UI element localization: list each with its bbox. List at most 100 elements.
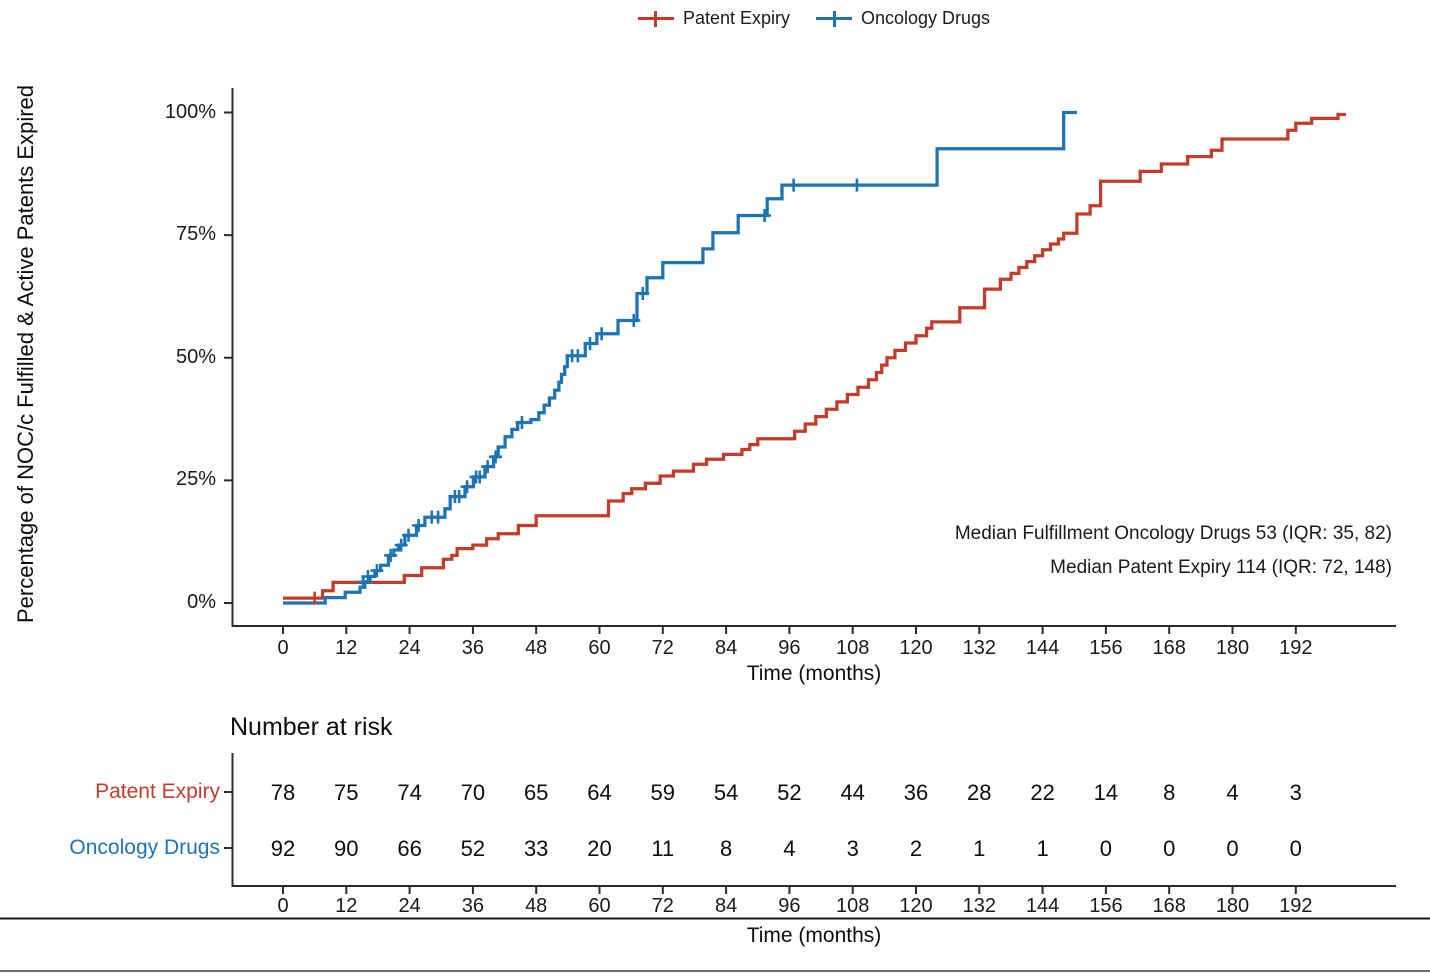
risk-x-axis-title: Time (months): [746, 924, 882, 947]
risk-x-tick-label: 156: [1089, 895, 1123, 917]
risk-table-title: Number at risk: [230, 713, 393, 741]
risk-x-tick-label: 168: [1152, 895, 1186, 917]
risk-value: 0: [1226, 836, 1239, 861]
censor-mark-icon: [850, 178, 864, 192]
risk-row-label-oncology-drugs: Oncology Drugs: [69, 836, 220, 859]
risk-value: 4: [783, 836, 796, 861]
risk-value: 52: [460, 836, 486, 861]
risk-value: 1: [1036, 836, 1049, 861]
risk-value: 1: [973, 836, 986, 861]
plus-cross-icon: [637, 10, 674, 27]
plus-cross-icon: [816, 10, 852, 27]
censor-mark-icon: [583, 337, 597, 351]
risk-value: 4: [1226, 780, 1239, 805]
censor-mark-icon: [787, 178, 801, 192]
x-tick-label: 180: [1215, 637, 1250, 659]
risk-value: 8: [1163, 780, 1176, 805]
legend: Patent Expiry Oncology Drugs: [232, 8, 1396, 29]
risk-value: 14: [1093, 780, 1119, 805]
x-tick-label: 192: [1279, 637, 1313, 659]
censor-mark-icon: [308, 591, 322, 605]
risk-x-tick-label: 48: [525, 895, 548, 917]
risk-x-tick-label: 96: [778, 895, 801, 917]
censor-mark-icon: [361, 570, 375, 584]
risk-value: 33: [523, 836, 549, 861]
censor-mark-icon: [384, 548, 398, 562]
risk-x-tick-label: 0: [277, 895, 289, 917]
survival-curve-oncology-drugs: [283, 110, 1077, 605]
risk-value: 59: [650, 780, 676, 805]
risk-value: 52: [777, 780, 802, 805]
risk-value: 2: [909, 836, 923, 861]
x-axis-title: Time (months): [746, 662, 882, 685]
censor-mark-icon: [370, 564, 384, 578]
y-tick-label: 100%: [164, 100, 216, 123]
censor-mark-icon: [515, 415, 529, 429]
y-axis-title: Percentage of NOC/c Fulfilled & Active P…: [13, 84, 38, 624]
censor-mark-icon: [412, 519, 426, 533]
x-tick-label: 60: [588, 637, 611, 659]
y-tick-label: 0%: [187, 591, 216, 613]
x-tick-label: 96: [778, 637, 801, 659]
legend-item-oncology-drugs: Oncology Drugs: [816, 8, 990, 29]
risk-row-label-patent-expiry: Patent Expiry: [95, 780, 220, 803]
risk-value: 92: [270, 836, 296, 861]
x-tick-label: 48: [525, 637, 548, 659]
risk-value: 44: [840, 780, 865, 805]
risk-value: 75: [334, 780, 359, 805]
censor-mark-icon: [627, 313, 641, 327]
risk-x-tick-label: 132: [962, 895, 996, 917]
annotation-median-oncology: Median Fulfillment Oncology Drugs 53 (IQ…: [954, 523, 1392, 544]
censor-mark-icon: [636, 286, 650, 300]
censor-mark-icon: [431, 510, 445, 524]
survival-curve-patent-expiry: [283, 112, 1346, 600]
risk-x-tick-label: 120: [899, 895, 933, 917]
risk-value: 0: [1099, 836, 1113, 861]
x-tick-label: 24: [398, 637, 421, 659]
risk-value: 65: [523, 780, 549, 805]
x-tick-label: 168: [1152, 637, 1186, 659]
risk-value: 70: [460, 780, 486, 805]
risk-value: 8: [719, 836, 733, 861]
risk-x-tick-label: 36: [461, 895, 485, 917]
risk-value: 0: [1289, 836, 1302, 861]
risk-x-tick-label: 24: [398, 895, 421, 917]
risk-value: 22: [1030, 780, 1055, 805]
risk-value: 66: [397, 836, 422, 861]
y-tick-label: 75%: [175, 223, 216, 246]
censor-mark-icon: [595, 327, 609, 341]
risk-value: 36: [903, 780, 929, 805]
censor-mark-icon: [473, 470, 487, 484]
risk-x-tick-label: 108: [836, 895, 870, 917]
risk-value: 0: [1163, 836, 1176, 861]
risk-value: 11: [651, 836, 675, 861]
risk-x-tick-label: 72: [651, 895, 674, 917]
risk-value: 20: [587, 836, 612, 861]
risk-x-tick-label: 12: [335, 895, 358, 917]
censor-mark-icon: [394, 538, 408, 552]
legend-item-patent-expiry: Patent Expiry: [637, 8, 790, 29]
x-tick-label: 108: [836, 637, 870, 659]
risk-value: 78: [270, 780, 296, 805]
censor-mark-icon: [571, 349, 585, 363]
risk-value: 74: [397, 780, 422, 805]
risk-value: 28: [967, 780, 992, 805]
x-tick-label: 132: [962, 637, 996, 659]
censor-mark-icon: [481, 460, 495, 474]
censor-mark-icon: [758, 209, 772, 223]
risk-x-tick-label: 180: [1215, 895, 1250, 917]
risk-value: 64: [587, 780, 612, 805]
x-tick-label: 156: [1089, 637, 1123, 659]
y-tick-label: 50%: [175, 345, 216, 368]
risk-x-tick-label: 84: [714, 895, 738, 917]
censor-mark-icon: [452, 490, 466, 504]
risk-x-tick-label: 192: [1279, 895, 1313, 917]
x-tick-label: 120: [899, 637, 933, 659]
y-tick-label: 25%: [175, 468, 216, 491]
x-tick-label: 36: [461, 637, 485, 659]
censor-mark-icon: [460, 480, 474, 494]
risk-x-tick-label: 144: [1025, 895, 1060, 917]
risk-value: 3: [846, 836, 859, 861]
legend-label: Patent Expiry: [682, 8, 790, 28]
